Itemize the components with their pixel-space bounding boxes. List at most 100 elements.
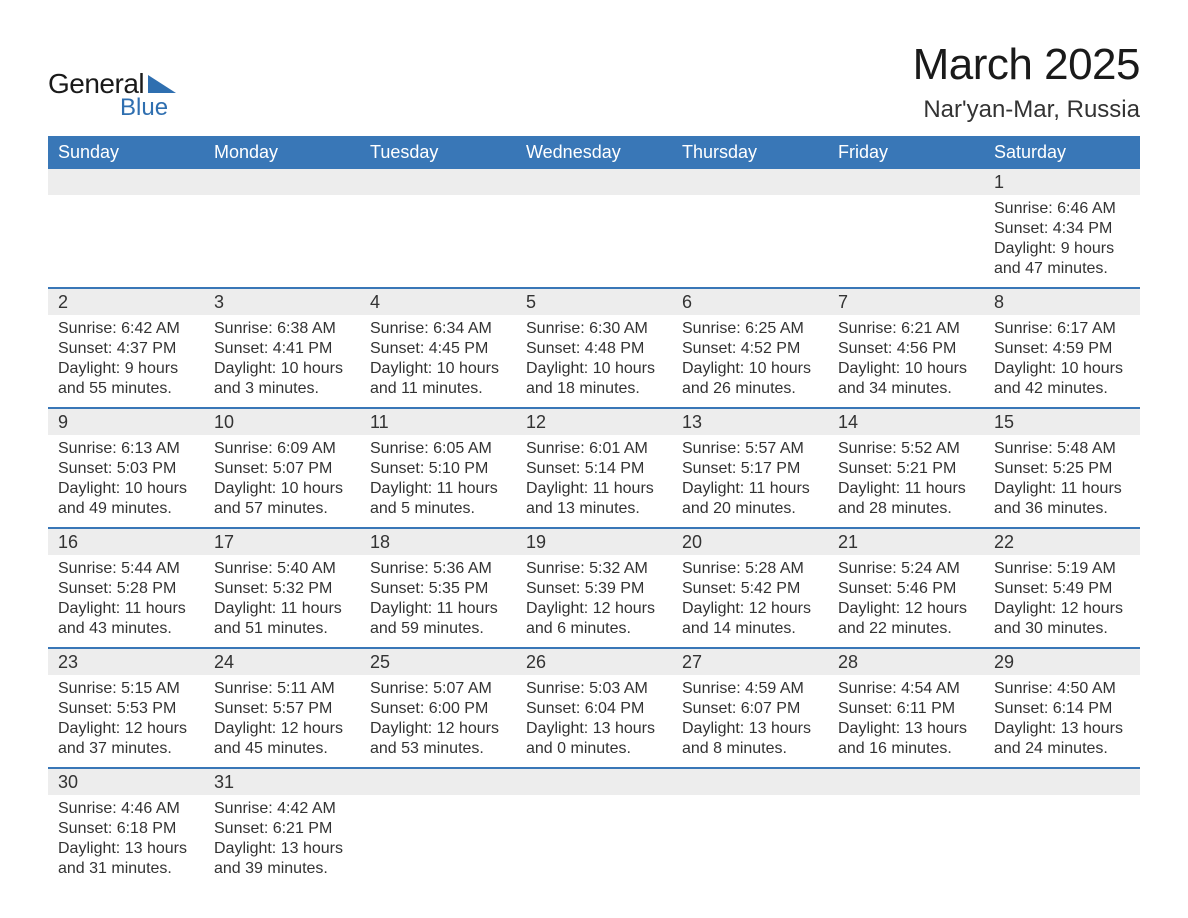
sunset-line: Sunset: 5:03 PM: [58, 459, 194, 479]
calendar-day-cell: 15Sunrise: 5:48 AMSunset: 5:25 PMDayligh…: [984, 408, 1140, 528]
sunrise-line: Sunrise: 6:30 AM: [526, 319, 662, 339]
day-number: 9: [48, 409, 204, 435]
weekday-header-row: Sunday Monday Tuesday Wednesday Thursday…: [48, 136, 1140, 169]
sunset-line: Sunset: 5:32 PM: [214, 579, 350, 599]
day-details: Sunrise: 4:46 AMSunset: 6:18 PMDaylight:…: [48, 795, 204, 887]
day-number: 31: [204, 769, 360, 795]
day-number: [828, 169, 984, 195]
calendar-week-row: 9Sunrise: 6:13 AMSunset: 5:03 PMDaylight…: [48, 408, 1140, 528]
sunset-line: Sunset: 5:49 PM: [994, 579, 1130, 599]
calendar-day-cell: 9Sunrise: 6:13 AMSunset: 5:03 PMDaylight…: [48, 408, 204, 528]
day-number: 21: [828, 529, 984, 555]
sunset-line: Sunset: 5:46 PM: [838, 579, 974, 599]
day-details: Sunrise: 5:32 AMSunset: 5:39 PMDaylight:…: [516, 555, 672, 647]
day-number: 1: [984, 169, 1140, 195]
sunrise-line: Sunrise: 4:54 AM: [838, 679, 974, 699]
calendar-day-cell: 16Sunrise: 5:44 AMSunset: 5:28 PMDayligh…: [48, 528, 204, 648]
daylight-line: Daylight: 10 hours and 34 minutes.: [838, 359, 974, 399]
daylight-line: Daylight: 10 hours and 42 minutes.: [994, 359, 1130, 399]
day-details: Sunrise: 5:11 AMSunset: 5:57 PMDaylight:…: [204, 675, 360, 767]
calendar-day-cell: 25Sunrise: 5:07 AMSunset: 6:00 PMDayligh…: [360, 648, 516, 768]
title-block: March 2025 Nar'yan-Mar, Russia: [913, 40, 1140, 124]
calendar-day-cell: [48, 169, 204, 288]
sunrise-line: Sunrise: 5:40 AM: [214, 559, 350, 579]
sunrise-line: Sunrise: 5:03 AM: [526, 679, 662, 699]
sunrise-line: Sunrise: 5:32 AM: [526, 559, 662, 579]
daylight-line: Daylight: 9 hours and 55 minutes.: [58, 359, 194, 399]
sunset-line: Sunset: 4:52 PM: [682, 339, 818, 359]
sunrise-line: Sunrise: 6:09 AM: [214, 439, 350, 459]
calendar-week-row: 2Sunrise: 6:42 AMSunset: 4:37 PMDaylight…: [48, 288, 1140, 408]
day-number: 20: [672, 529, 828, 555]
day-number: 16: [48, 529, 204, 555]
weekday-header: Tuesday: [360, 136, 516, 169]
daylight-line: Daylight: 13 hours and 39 minutes.: [214, 839, 350, 879]
weekday-header: Friday: [828, 136, 984, 169]
day-details: Sunrise: 5:48 AMSunset: 5:25 PMDaylight:…: [984, 435, 1140, 527]
day-details: [360, 195, 516, 275]
calendar-day-cell: 6Sunrise: 6:25 AMSunset: 4:52 PMDaylight…: [672, 288, 828, 408]
calendar-day-cell: 21Sunrise: 5:24 AMSunset: 5:46 PMDayligh…: [828, 528, 984, 648]
sunset-line: Sunset: 6:21 PM: [214, 819, 350, 839]
day-details: Sunrise: 6:30 AMSunset: 4:48 PMDaylight:…: [516, 315, 672, 407]
page-header: General Blue March 2025 Nar'yan-Mar, Rus…: [48, 40, 1140, 124]
calendar-week-row: 1Sunrise: 6:46 AMSunset: 4:34 PMDaylight…: [48, 169, 1140, 288]
calendar-day-cell: 2Sunrise: 6:42 AMSunset: 4:37 PMDaylight…: [48, 288, 204, 408]
sunrise-line: Sunrise: 5:07 AM: [370, 679, 506, 699]
sunrise-line: Sunrise: 5:52 AM: [838, 439, 974, 459]
day-number: 12: [516, 409, 672, 435]
sunrise-line: Sunrise: 5:11 AM: [214, 679, 350, 699]
sunset-line: Sunset: 5:39 PM: [526, 579, 662, 599]
day-details: Sunrise: 5:03 AMSunset: 6:04 PMDaylight:…: [516, 675, 672, 767]
calendar-day-cell: 19Sunrise: 5:32 AMSunset: 5:39 PMDayligh…: [516, 528, 672, 648]
daylight-line: Daylight: 12 hours and 45 minutes.: [214, 719, 350, 759]
calendar-day-cell: [672, 169, 828, 288]
sunset-line: Sunset: 6:11 PM: [838, 699, 974, 719]
day-number: [672, 169, 828, 195]
sunset-line: Sunset: 6:14 PM: [994, 699, 1130, 719]
calendar-day-cell: 26Sunrise: 5:03 AMSunset: 6:04 PMDayligh…: [516, 648, 672, 768]
day-number: 22: [984, 529, 1140, 555]
weekday-header: Saturday: [984, 136, 1140, 169]
calendar-day-cell: 24Sunrise: 5:11 AMSunset: 5:57 PMDayligh…: [204, 648, 360, 768]
calendar-day-cell: 27Sunrise: 4:59 AMSunset: 6:07 PMDayligh…: [672, 648, 828, 768]
daylight-line: Daylight: 10 hours and 57 minutes.: [214, 479, 350, 519]
sunrise-line: Sunrise: 5:36 AM: [370, 559, 506, 579]
sunrise-line: Sunrise: 6:21 AM: [838, 319, 974, 339]
day-details: Sunrise: 6:01 AMSunset: 5:14 PMDaylight:…: [516, 435, 672, 527]
day-number: [360, 769, 516, 795]
day-details: Sunrise: 6:05 AMSunset: 5:10 PMDaylight:…: [360, 435, 516, 527]
day-number: 23: [48, 649, 204, 675]
day-details: Sunrise: 5:44 AMSunset: 5:28 PMDaylight:…: [48, 555, 204, 647]
calendar-day-cell: 17Sunrise: 5:40 AMSunset: 5:32 PMDayligh…: [204, 528, 360, 648]
calendar-day-cell: 3Sunrise: 6:38 AMSunset: 4:41 PMDaylight…: [204, 288, 360, 408]
calendar-day-cell: 4Sunrise: 6:34 AMSunset: 4:45 PMDaylight…: [360, 288, 516, 408]
daylight-line: Daylight: 12 hours and 6 minutes.: [526, 599, 662, 639]
calendar-day-cell: [516, 768, 672, 887]
weekday-header: Monday: [204, 136, 360, 169]
calendar-day-cell: 30Sunrise: 4:46 AMSunset: 6:18 PMDayligh…: [48, 768, 204, 887]
day-number: [516, 769, 672, 795]
daylight-line: Daylight: 11 hours and 36 minutes.: [994, 479, 1130, 519]
day-details: [672, 795, 828, 875]
day-number: 7: [828, 289, 984, 315]
daylight-line: Daylight: 11 hours and 59 minutes.: [370, 599, 506, 639]
sunrise-line: Sunrise: 6:05 AM: [370, 439, 506, 459]
day-number: [516, 169, 672, 195]
sunrise-line: Sunrise: 6:17 AM: [994, 319, 1130, 339]
day-details: [828, 795, 984, 875]
day-details: Sunrise: 6:42 AMSunset: 4:37 PMDaylight:…: [48, 315, 204, 407]
sunrise-line: Sunrise: 4:59 AM: [682, 679, 818, 699]
sunset-line: Sunset: 6:18 PM: [58, 819, 194, 839]
daylight-line: Daylight: 10 hours and 11 minutes.: [370, 359, 506, 399]
day-number: 6: [672, 289, 828, 315]
day-details: Sunrise: 4:59 AMSunset: 6:07 PMDaylight:…: [672, 675, 828, 767]
daylight-line: Daylight: 10 hours and 3 minutes.: [214, 359, 350, 399]
sunset-line: Sunset: 6:04 PM: [526, 699, 662, 719]
daylight-line: Daylight: 10 hours and 18 minutes.: [526, 359, 662, 399]
day-number: 17: [204, 529, 360, 555]
day-number: [828, 769, 984, 795]
daylight-line: Daylight: 9 hours and 47 minutes.: [994, 239, 1130, 279]
day-details: Sunrise: 6:17 AMSunset: 4:59 PMDaylight:…: [984, 315, 1140, 407]
sunset-line: Sunset: 4:56 PM: [838, 339, 974, 359]
